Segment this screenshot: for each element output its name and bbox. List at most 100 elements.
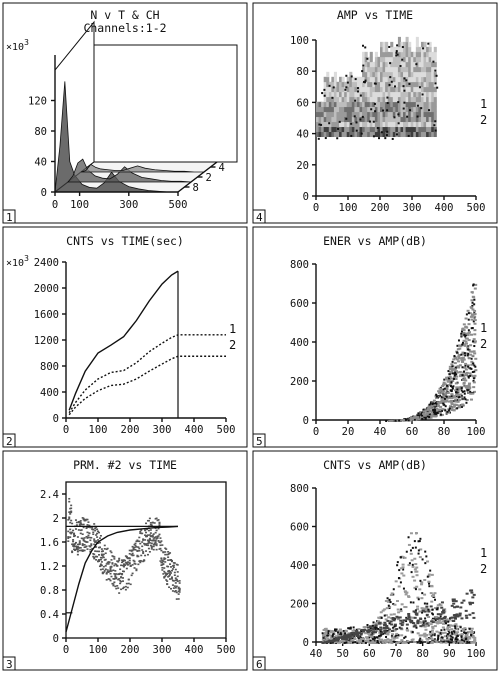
scatter-point [427,608,430,611]
heatmap-cell [423,71,427,78]
scatter-point [426,411,430,414]
scatter-point [174,568,177,571]
heatmap-cell [336,116,340,123]
scatter-point [104,568,107,571]
heatmap-cell [364,56,368,63]
heatmap-cell [362,81,366,88]
heatmap-cell [387,101,391,108]
heatmap-speck [433,124,436,127]
heatmap-speck [364,79,367,82]
scatter-point [138,536,141,539]
scatter-point [454,394,458,397]
scatter-point [446,619,450,622]
heatmap-cell [369,66,373,73]
scatter-point [456,638,459,641]
scatter-point [460,405,463,408]
scatter-point [474,369,478,372]
scatter-point [133,543,136,546]
scatter-point [457,354,461,357]
scatter-point [373,631,377,634]
scatter-point [464,614,468,617]
scatter-point [428,582,431,585]
scatter-point [82,517,85,520]
scatter-point [420,581,424,584]
heatmap-cell [349,126,353,133]
heatmap-cell [390,46,394,53]
heatmap-cell [385,61,389,68]
heatmap-cell [423,81,427,88]
scatter-point [433,592,437,595]
scatter-point [442,382,446,385]
scatter-point [337,634,341,637]
scatter-point [101,568,104,570]
scatter-point [425,555,428,558]
scatter-point [146,544,149,547]
scatter-point [97,539,100,541]
heatmap-cell [346,121,350,128]
heatmap-cell [431,111,435,118]
heatmap-speck [376,127,379,130]
scatter-point [433,620,437,623]
scatter-point [339,632,342,635]
panel-2-series-line [68,355,226,416]
heatmap-cell [397,56,401,63]
scatter-point [461,629,465,632]
scatter-point [447,411,451,414]
heatmap-cell [356,91,361,98]
scatter-point [380,616,383,619]
heatmap-speck [355,129,358,132]
heatmap-cell [344,121,348,128]
heatmap-cell [418,46,422,53]
scatter-point [322,634,326,637]
scatter-point [401,418,405,421]
scatter-point [155,543,158,545]
scatter-point [142,552,145,555]
scatter-point [406,627,409,630]
scatter-point [149,544,152,547]
scatter-point [469,374,473,377]
heatmap-speck [361,44,364,47]
scatter-point [434,405,437,408]
heatmap-cell [413,56,417,63]
heatmap-cell [387,61,391,68]
scatter-point [102,556,105,559]
scatter-point [436,401,440,404]
scatter-point [430,573,434,576]
panel-number-box-3 [2,656,16,671]
scatter-point [454,382,458,385]
scatter-point [440,409,443,412]
heatmap-cell [400,61,404,68]
scatter-point [170,587,172,590]
scatter-point [146,553,149,556]
scatter-point [390,623,394,626]
scatter-point [393,603,397,606]
heatmap-cell [397,91,401,98]
heatmap-cell [339,121,343,128]
scatter-point [332,632,335,635]
scatter-point [471,601,475,604]
heatmap-cell [431,106,435,113]
panel-number-box-1 [2,209,16,224]
scatter-point [429,402,432,405]
scatter-point [379,634,382,637]
heatmap-cell [323,96,327,103]
scatter-point [400,624,404,627]
scatter-point [407,641,410,644]
scatter-point [464,364,467,367]
scatter-point [413,418,416,421]
scatter-point [122,586,125,589]
scatter-point [350,639,354,642]
scatter-point [83,537,86,539]
scatter-point [469,306,473,309]
scatter-point [383,641,387,644]
scatter-point [96,528,99,531]
heatmap-cell [397,96,401,103]
scatter-point [433,638,436,641]
scatter-point [321,641,325,644]
scatter-point [399,556,402,559]
scatter-point [134,544,137,547]
heatmap-cell [420,111,425,118]
heatmap-cell [326,106,330,113]
scatter-point [447,628,451,631]
scatter-point [383,621,387,624]
